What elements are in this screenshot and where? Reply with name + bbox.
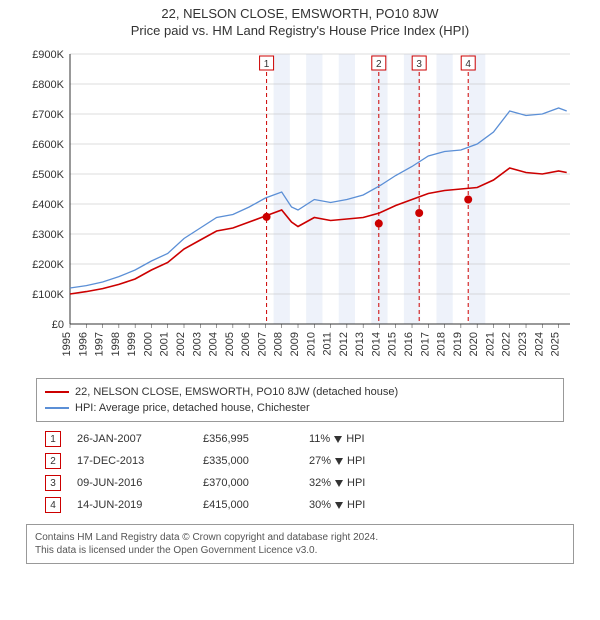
arrow-down-icon bbox=[335, 480, 343, 487]
event-marker: 3 bbox=[45, 475, 61, 491]
event-marker: 2 bbox=[45, 453, 61, 469]
arrow-down-icon bbox=[335, 458, 343, 465]
svg-text:2001: 2001 bbox=[159, 332, 171, 356]
legend-label: HPI: Average price, detached house, Chic… bbox=[75, 400, 310, 416]
svg-text:£100K: £100K bbox=[32, 289, 64, 301]
svg-text:2009: 2009 bbox=[289, 332, 301, 356]
svg-text:2000: 2000 bbox=[142, 332, 154, 356]
page-subtitle: Price paid vs. HM Land Registry's House … bbox=[0, 23, 600, 38]
footer-line: This data is licensed under the Open Gov… bbox=[35, 544, 565, 557]
svg-text:2019: 2019 bbox=[452, 332, 464, 356]
svg-text:2003: 2003 bbox=[191, 332, 203, 356]
event-table: 1 26-JAN-2007 £356,995 11% HPI 2 17-DEC-… bbox=[45, 428, 555, 516]
event-marker: 1 bbox=[45, 431, 61, 447]
event-price: £370,000 bbox=[203, 477, 293, 489]
legend-swatch bbox=[45, 391, 69, 393]
event-diff: 11% HPI bbox=[309, 433, 365, 445]
svg-text:1996: 1996 bbox=[77, 332, 89, 356]
svg-text:2024: 2024 bbox=[533, 332, 545, 356]
svg-text:2004: 2004 bbox=[208, 332, 220, 356]
svg-text:£400K: £400K bbox=[32, 199, 64, 211]
event-price: £356,995 bbox=[203, 433, 293, 445]
svg-text:2018: 2018 bbox=[436, 332, 448, 356]
event-date: 26-JAN-2007 bbox=[77, 433, 187, 445]
page-title: 22, NELSON CLOSE, EMSWORTH, PO10 8JW bbox=[0, 6, 600, 21]
legend-label: 22, NELSON CLOSE, EMSWORTH, PO10 8JW (de… bbox=[75, 384, 398, 400]
svg-text:£600K: £600K bbox=[32, 139, 64, 151]
svg-text:£0: £0 bbox=[52, 319, 64, 331]
svg-text:2011: 2011 bbox=[322, 332, 334, 356]
svg-text:2023: 2023 bbox=[517, 332, 529, 356]
event-row: 3 09-JUN-2016 £370,000 32% HPI bbox=[45, 472, 555, 494]
svg-text:2005: 2005 bbox=[224, 332, 236, 356]
arrow-down-icon bbox=[334, 436, 342, 443]
svg-text:1999: 1999 bbox=[126, 332, 138, 356]
svg-text:2012: 2012 bbox=[338, 332, 350, 356]
svg-text:£900K: £900K bbox=[32, 49, 64, 61]
event-diff: 30% HPI bbox=[309, 499, 365, 511]
footer-line: Contains HM Land Registry data © Crown c… bbox=[35, 531, 565, 544]
legend-item: 22, NELSON CLOSE, EMSWORTH, PO10 8JW (de… bbox=[45, 384, 555, 400]
svg-text:2: 2 bbox=[376, 59, 382, 70]
legend: 22, NELSON CLOSE, EMSWORTH, PO10 8JW (de… bbox=[36, 378, 564, 422]
footer-attribution: Contains HM Land Registry data © Crown c… bbox=[26, 524, 574, 564]
svg-text:1: 1 bbox=[264, 59, 270, 70]
svg-text:2002: 2002 bbox=[175, 332, 187, 356]
legend-item: HPI: Average price, detached house, Chic… bbox=[45, 400, 555, 416]
svg-text:1998: 1998 bbox=[110, 332, 122, 356]
svg-text:2021: 2021 bbox=[484, 332, 496, 356]
event-row: 2 17-DEC-2013 £335,000 27% HPI bbox=[45, 450, 555, 472]
svg-text:2014: 2014 bbox=[370, 332, 382, 356]
svg-text:2013: 2013 bbox=[354, 332, 366, 356]
svg-text:2022: 2022 bbox=[501, 332, 513, 356]
event-diff: 27% HPI bbox=[309, 455, 365, 467]
svg-text:1997: 1997 bbox=[94, 332, 106, 356]
svg-text:1995: 1995 bbox=[61, 332, 73, 356]
svg-text:£700K: £700K bbox=[32, 109, 64, 121]
svg-text:£500K: £500K bbox=[32, 169, 64, 181]
svg-text:2008: 2008 bbox=[273, 332, 285, 356]
event-diff: 32% HPI bbox=[309, 477, 365, 489]
svg-text:£300K: £300K bbox=[32, 229, 64, 241]
arrow-down-icon bbox=[335, 502, 343, 509]
event-price: £335,000 bbox=[203, 455, 293, 467]
svg-text:2007: 2007 bbox=[256, 332, 268, 356]
svg-text:4: 4 bbox=[465, 59, 471, 70]
svg-text:2010: 2010 bbox=[305, 332, 317, 356]
legend-swatch bbox=[45, 407, 69, 409]
svg-text:£200K: £200K bbox=[32, 259, 64, 271]
price-chart: £0 £100K £200K £300K £400K £500K £600K £700K £80… bbox=[20, 44, 580, 374]
svg-text:2006: 2006 bbox=[240, 332, 252, 356]
svg-text:£800K: £800K bbox=[32, 79, 64, 91]
event-date: 09-JUN-2016 bbox=[77, 477, 187, 489]
svg-text:2016: 2016 bbox=[403, 332, 415, 356]
event-date: 14-JUN-2019 bbox=[77, 499, 187, 511]
svg-text:2017: 2017 bbox=[419, 332, 431, 356]
svg-text:2020: 2020 bbox=[468, 332, 480, 356]
event-row: 1 26-JAN-2007 £356,995 11% HPI bbox=[45, 428, 555, 450]
event-row: 4 14-JUN-2019 £415,000 30% HPI bbox=[45, 494, 555, 516]
event-marker: 4 bbox=[45, 497, 61, 513]
svg-text:2025: 2025 bbox=[550, 332, 562, 356]
event-price: £415,000 bbox=[203, 499, 293, 511]
svg-text:2015: 2015 bbox=[387, 332, 399, 356]
event-date: 17-DEC-2013 bbox=[77, 455, 187, 467]
svg-text:3: 3 bbox=[416, 59, 422, 70]
